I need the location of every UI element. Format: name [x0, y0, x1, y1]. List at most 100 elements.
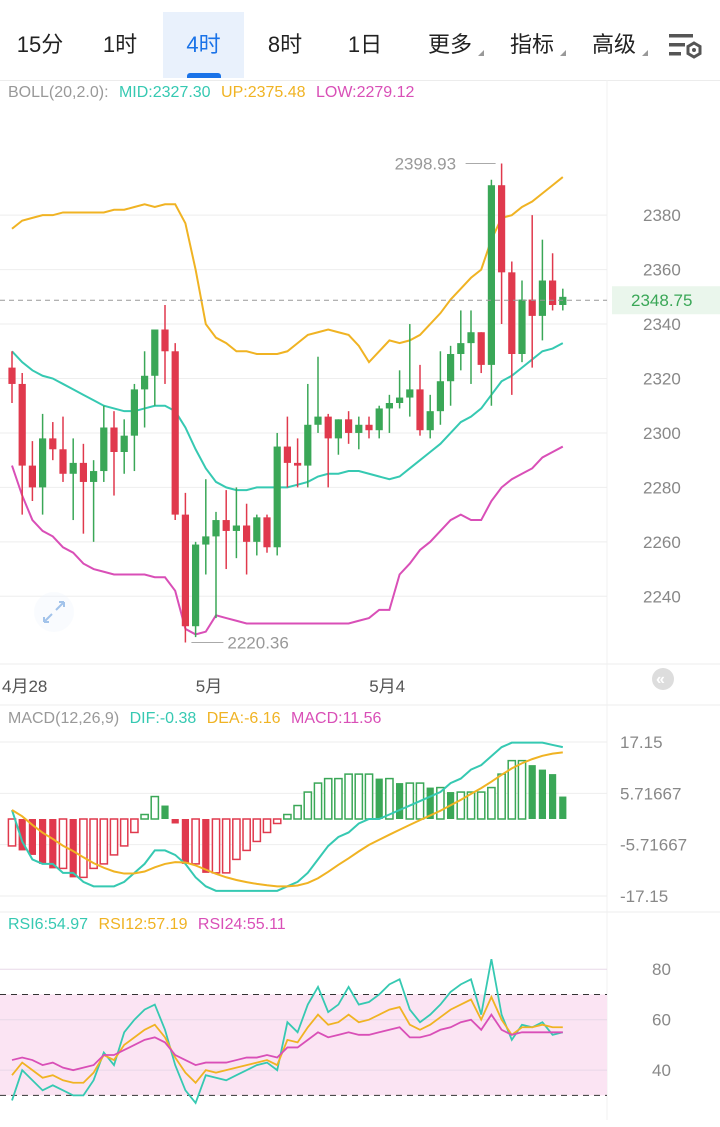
candle: [202, 479, 210, 575]
macd-histogram-bar: [99, 818, 109, 865]
candle-body: [396, 397, 404, 403]
candle-body: [334, 419, 342, 439]
candle-body: [192, 544, 200, 627]
candle-body: [18, 383, 26, 466]
candle-body: [222, 520, 230, 531]
candle: [314, 356, 322, 433]
boll-up-line: [11, 176, 564, 364]
macd-histogram-bar: [549, 774, 557, 819]
macd-histogram-bar: [150, 795, 160, 820]
y-tick-label: 60: [652, 1011, 671, 1030]
macd-dea-value: DEA:-6.16: [206, 710, 281, 727]
boll-low-line: [11, 445, 564, 636]
tab-indicators[interactable]: 指标: [502, 12, 566, 78]
tab-15m[interactable]: 15分: [10, 12, 70, 78]
candle-body: [294, 462, 302, 466]
macd-histogram-bar: [385, 777, 394, 820]
macd-histogram-bar: [375, 778, 383, 819]
candle-body: [518, 299, 526, 354]
candle: [304, 383, 312, 488]
tab-advanced[interactable]: 高级: [584, 12, 648, 78]
x-axis-label: 4月28: [2, 677, 47, 696]
candle: [49, 422, 57, 461]
macd-histogram-bar: [161, 805, 169, 819]
candle: [283, 416, 291, 488]
y-tick-label: 2360: [643, 261, 681, 280]
tab-4h[interactable]: 4时: [163, 12, 244, 78]
tab-more[interactable]: 更多: [420, 12, 484, 78]
y-tick-label: 17.15: [620, 733, 663, 752]
candle: [253, 514, 261, 556]
macd-histogram-bar: [109, 818, 119, 856]
macd-histogram-bar: [476, 791, 486, 820]
candle-body: [324, 416, 332, 439]
macd-histogram-bar: [334, 777, 343, 820]
candle-body: [365, 424, 373, 431]
candle: [365, 416, 373, 439]
candle: [467, 310, 475, 384]
candle: [498, 163, 506, 325]
x-axis-label: 5月4: [369, 677, 405, 696]
dropdown-triangle-icon: [642, 50, 648, 56]
macd-histogram-bar: [559, 796, 567, 819]
candle-body: [487, 185, 495, 365]
macd-histogram-bar: [39, 819, 47, 864]
collapse-arrows-icon: «: [656, 671, 665, 688]
candle-body: [49, 438, 57, 450]
candle-body: [120, 435, 128, 452]
macd-histogram-bar: [140, 813, 149, 820]
candle-body: [273, 446, 281, 548]
macd-histogram-bar: [49, 819, 57, 869]
candle-body: [549, 280, 557, 305]
candle: [212, 511, 220, 619]
candle: [334, 419, 342, 455]
x-axis-label: 5月: [196, 677, 222, 696]
rsi6-line: [11, 958, 564, 1105]
candle-body: [28, 465, 36, 488]
candle-body: [171, 351, 179, 515]
y-tick-label: 2260: [643, 533, 681, 552]
macd-dif-value: DIF:-0.38: [129, 710, 197, 727]
macd-histogram-bar: [426, 787, 434, 819]
candle: [528, 215, 536, 368]
macd-histogram-bar: [202, 819, 210, 873]
candle: [232, 487, 240, 559]
candle-body: [79, 462, 87, 482]
y-tick-label: -17.15: [620, 887, 668, 906]
y-tick-label: 2340: [643, 315, 681, 334]
candle: [18, 373, 26, 515]
candle-body: [406, 389, 414, 398]
boll-mid-value: MID:2327.30: [118, 84, 211, 101]
macd-histogram-bar: [221, 818, 231, 874]
candle: [294, 438, 302, 488]
boll-legend: BOLL(20,2.0): MID:2327.30 UP:2375.48 LOW…: [8, 84, 420, 102]
macd-histogram-bar: [396, 783, 404, 819]
candle: [518, 280, 526, 363]
candle-body: [426, 411, 434, 431]
macd-histogram-bar: [405, 782, 415, 820]
candle-body: [385, 403, 393, 409]
candle: [477, 332, 485, 374]
candle: [416, 364, 424, 436]
tab-1h[interactable]: 1时: [90, 12, 150, 78]
tab-8h[interactable]: 8时: [255, 12, 315, 78]
y-tick-label: -5.71667: [620, 836, 687, 855]
tab-label: 指标: [509, 32, 554, 57]
candle: [8, 351, 16, 403]
boll-title: BOLL(20,2.0): [8, 84, 105, 101]
macd-histogram-bar: [18, 819, 26, 851]
current-price-tag: [612, 286, 720, 315]
candle-body: [243, 525, 251, 542]
candle-body: [212, 520, 220, 537]
candle: [120, 419, 128, 474]
tab-1d[interactable]: 1日: [335, 12, 395, 78]
chart-settings-icon[interactable]: [668, 32, 704, 62]
macd-histogram-bar: [28, 819, 36, 855]
y-tick-label: 2300: [643, 424, 681, 443]
candle: [324, 413, 332, 488]
macd-histogram-bar: [119, 818, 129, 847]
macd-histogram-bar: [487, 786, 496, 820]
candle-body: [130, 389, 138, 436]
candle: [385, 394, 393, 433]
